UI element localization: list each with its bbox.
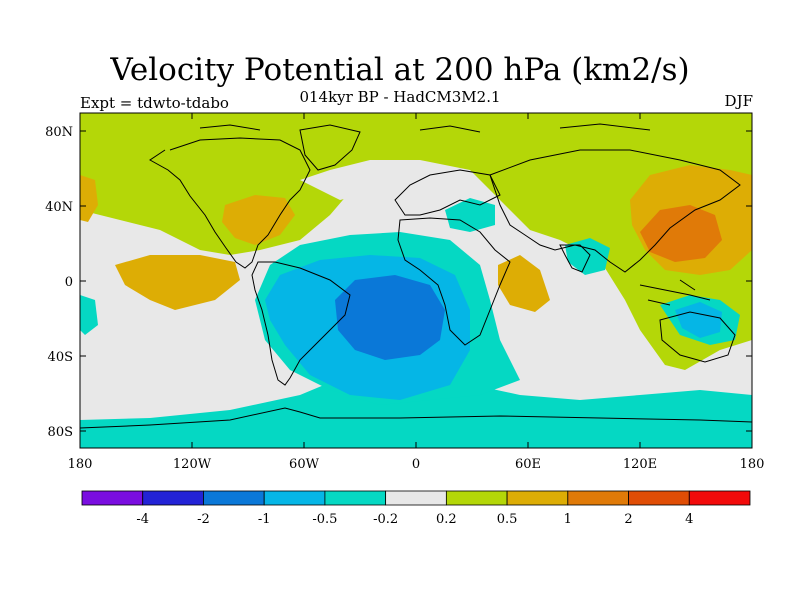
coast-north-america: [149, 137, 311, 269]
colorbar-label: 1: [564, 512, 572, 527]
lat-label: 40S: [48, 350, 73, 365]
colorbar-swatch: [324, 490, 387, 506]
north-pacific-core: [640, 205, 722, 262]
coast-antarctica: [80, 407, 752, 429]
coast-asia: [489, 149, 741, 273]
coast-arctic-islands: [199, 123, 651, 133]
coast-greenland: [299, 124, 361, 171]
colorbar-swatch: [81, 490, 144, 506]
coast-india: [559, 244, 591, 273]
lon-label: 120E: [623, 457, 657, 472]
colorbar-swatch: [385, 490, 447, 506]
lat-label: 0: [65, 275, 73, 290]
lon-label: 60E: [515, 457, 541, 472]
coast-africa: [397, 217, 511, 346]
lon-label: 120W: [173, 457, 212, 472]
colorbar: -4 -2 -1 -0.5 -0.2 0.2 0.5 1 2 4: [81, 490, 751, 527]
arabia-teal: [445, 198, 495, 232]
map-subtitle: 014kyr BP - HadCM3M2.1: [299, 88, 501, 106]
colorbar-label: -4: [136, 512, 149, 527]
maritime-continent-low: [675, 302, 722, 338]
colorbar-swatch: [263, 490, 326, 506]
lon-label: 180: [68, 457, 93, 472]
colorbar-label: 4: [685, 512, 693, 527]
south-atlantic-core: [335, 275, 445, 360]
colorbar-swatch: [688, 490, 751, 506]
lat-label: 40N: [45, 200, 73, 215]
southern-ocean-band: [80, 360, 752, 448]
lon-labels: 180 120W 60W 0 60E 120E 180: [68, 457, 765, 472]
colorbar-swatch: [203, 490, 265, 506]
colorbar-label: -2: [197, 512, 210, 527]
colorbar-swatch: [142, 490, 204, 506]
coast-europe: [394, 169, 501, 216]
lat-label: 80N: [45, 125, 73, 140]
colorbar-label: 0.5: [497, 512, 518, 527]
lon-label: 0: [412, 457, 420, 472]
contour-fill: [80, 113, 752, 448]
tick-marks: [80, 113, 752, 448]
coast-maritime: [639, 279, 711, 306]
colorbar-label: 0.2: [436, 512, 457, 527]
north-pacific-west-high: [80, 175, 98, 222]
lon-label: 60W: [289, 457, 320, 472]
colorbar-swatch: [445, 490, 508, 506]
lat-labels: 80N 40N 0 40S 80S: [45, 125, 73, 440]
colorbar-label: -0.5: [312, 512, 337, 527]
experiment-label: Expt = tdwto-tdabo: [80, 94, 229, 112]
colorbar-swatch: [567, 490, 629, 506]
lat-label: 80S: [48, 425, 73, 440]
coastlines: [80, 123, 752, 429]
east-africa-high: [498, 255, 550, 312]
arctic-neutral: [300, 160, 500, 210]
coast-south-america: [251, 261, 351, 386]
west-pacific-teal: [80, 295, 98, 335]
map-title: Velocity Potential at 200 hPa (km2/s): [110, 52, 690, 88]
colorbar-swatch: [628, 490, 690, 506]
north-america-high: [222, 195, 295, 245]
eastern-pacific-high: [115, 255, 240, 310]
colorbar-label: -1: [258, 512, 271, 527]
lon-label: 180: [740, 457, 765, 472]
colorbar-swatch: [506, 490, 569, 506]
indian-ocean-teal: [565, 238, 610, 275]
coast-australia: [659, 311, 736, 363]
colorbar-label: 2: [624, 512, 632, 527]
season-label: DJF: [724, 92, 753, 110]
colorbar-label: -0.2: [373, 512, 398, 527]
